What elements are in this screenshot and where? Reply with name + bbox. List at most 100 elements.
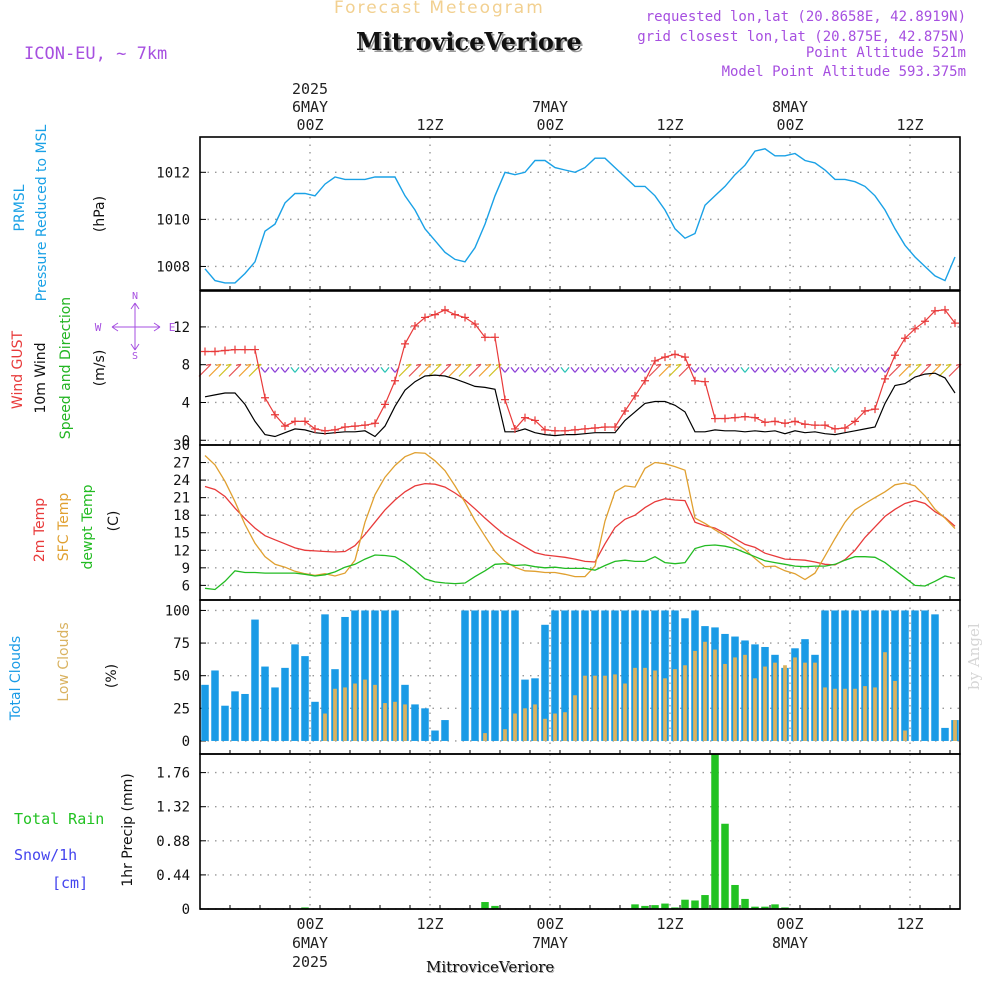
wind-gust-marker [451, 310, 459, 319]
temp-ytick-label: 18 [173, 508, 190, 524]
wind-arrow [495, 363, 502, 366]
pressure-line [204, 148, 956, 284]
low-cloud-bar [383, 703, 387, 741]
wind-gust-marker [911, 324, 919, 333]
wind-arrow [694, 366, 700, 373]
wind-gust-marker [321, 426, 329, 435]
low-cloud-bar [393, 701, 397, 741]
wind-gust-marker [561, 426, 569, 435]
low-cloud-bar [403, 704, 407, 741]
temp-label-dewpt: dewpt Temp [80, 484, 96, 569]
total-cloud-bar [661, 610, 669, 741]
wind-arrow [648, 363, 662, 377]
low-cloud-bar [753, 678, 757, 741]
wind-arrow [550, 366, 556, 373]
wind-gust-marker [571, 425, 579, 434]
wind-arrow [655, 363, 662, 366]
wind-arrow [310, 366, 316, 373]
wind-arrow [500, 366, 506, 373]
wind-label-gust: Wind GUST [10, 330, 26, 409]
wind-gust-marker [251, 345, 259, 354]
wind-arrow [928, 363, 942, 377]
wind-label-dir: Speed and Direction [58, 297, 74, 439]
forecast-title: Forecast Meteogram [334, 0, 545, 18]
precip-unit: 1hr Precip (mm) [120, 773, 136, 886]
wind-arrow [438, 363, 452, 377]
total-cloud-bar [571, 610, 579, 741]
wind-gust-marker [401, 339, 409, 348]
low-cloud-bar [783, 665, 787, 741]
total-cloud-bar [891, 610, 899, 741]
wind-gust-marker [701, 377, 709, 386]
cloud-unit: (%) [104, 664, 120, 688]
wind-gust-marker [241, 345, 249, 354]
wind-arrow [668, 363, 682, 377]
wind-arrow [634, 366, 640, 373]
rain-bar [701, 895, 709, 909]
wind-arrow [895, 363, 902, 366]
top-time-label: 7MAY [532, 98, 568, 116]
wind-arrow [720, 366, 726, 373]
total-cloud-bar [501, 610, 509, 741]
wind-gust-marker [331, 425, 339, 434]
total-cloud-bar [431, 730, 439, 741]
low-cloud-bar [873, 687, 877, 741]
wind-gust-line [205, 309, 956, 432]
wind-gust-marker [621, 406, 629, 415]
wind-arrow [630, 366, 636, 373]
wind-gust-marker [741, 412, 749, 421]
low-cloud-bar [613, 674, 617, 741]
total-cloud-bar [391, 610, 399, 741]
wind-arrow [260, 366, 266, 373]
pressure-ytick-label: 1010 [156, 212, 190, 228]
wind-gust-marker [691, 376, 699, 385]
wind-arrow [884, 366, 890, 373]
rain-bar [771, 904, 779, 909]
wind-arrow [800, 366, 806, 373]
wind-arrow [445, 363, 452, 366]
precip-panel: 0 0.44 0.88 1.32 1.76 [156, 754, 960, 918]
wind-gust-marker [651, 356, 659, 365]
compass-arrows [111, 302, 161, 351]
wind-arrow [658, 363, 672, 377]
wind-arrow [935, 363, 942, 366]
wind-arrow [380, 366, 386, 373]
wind-arrow [408, 363, 422, 377]
precip-label-rain: Total Rain [14, 810, 104, 828]
bottom-time-label: 12Z [416, 915, 443, 933]
wind-gust-marker [931, 306, 939, 315]
wind-arrow [724, 366, 730, 373]
wind-gust-marker [421, 313, 429, 322]
wind-arrow [448, 363, 462, 377]
low-cloud-bar [713, 649, 717, 741]
wind-gust-marker [781, 419, 789, 428]
total-cloud-bar [381, 610, 389, 741]
wind-arrow [604, 366, 610, 373]
wind-arrow [854, 366, 860, 373]
rain-bar [691, 900, 699, 909]
wind-gust-marker [291, 417, 299, 426]
total-cloud-bar [851, 610, 859, 741]
wind-arrow [374, 366, 380, 373]
top-time-label: 6MAY [292, 98, 328, 116]
wind-arrow [324, 366, 330, 373]
compass-n: N [132, 291, 138, 302]
total-cloud-bar [821, 610, 829, 741]
top-time-label: 12Z [656, 116, 683, 134]
wind-gust-marker [721, 414, 729, 423]
top-time-label: 00Z [536, 116, 563, 134]
wind-gust-marker [431, 310, 439, 319]
pressure-panel: 1008 1010 1012 [156, 137, 960, 290]
wind-arrow [774, 366, 780, 373]
wind-arrow [468, 363, 482, 377]
low-cloud-bar [793, 657, 797, 741]
wind-arrow [700, 366, 706, 373]
total-cloud-bar [311, 701, 319, 741]
wind-gust-marker [271, 410, 279, 419]
wind-arrow [704, 366, 710, 373]
temp-ytick-label: 9 [182, 561, 190, 577]
total-cloud-bar [411, 704, 419, 741]
wind-arrow [600, 366, 606, 373]
wind-gust-marker [761, 418, 769, 427]
wind-arrow [245, 363, 252, 366]
